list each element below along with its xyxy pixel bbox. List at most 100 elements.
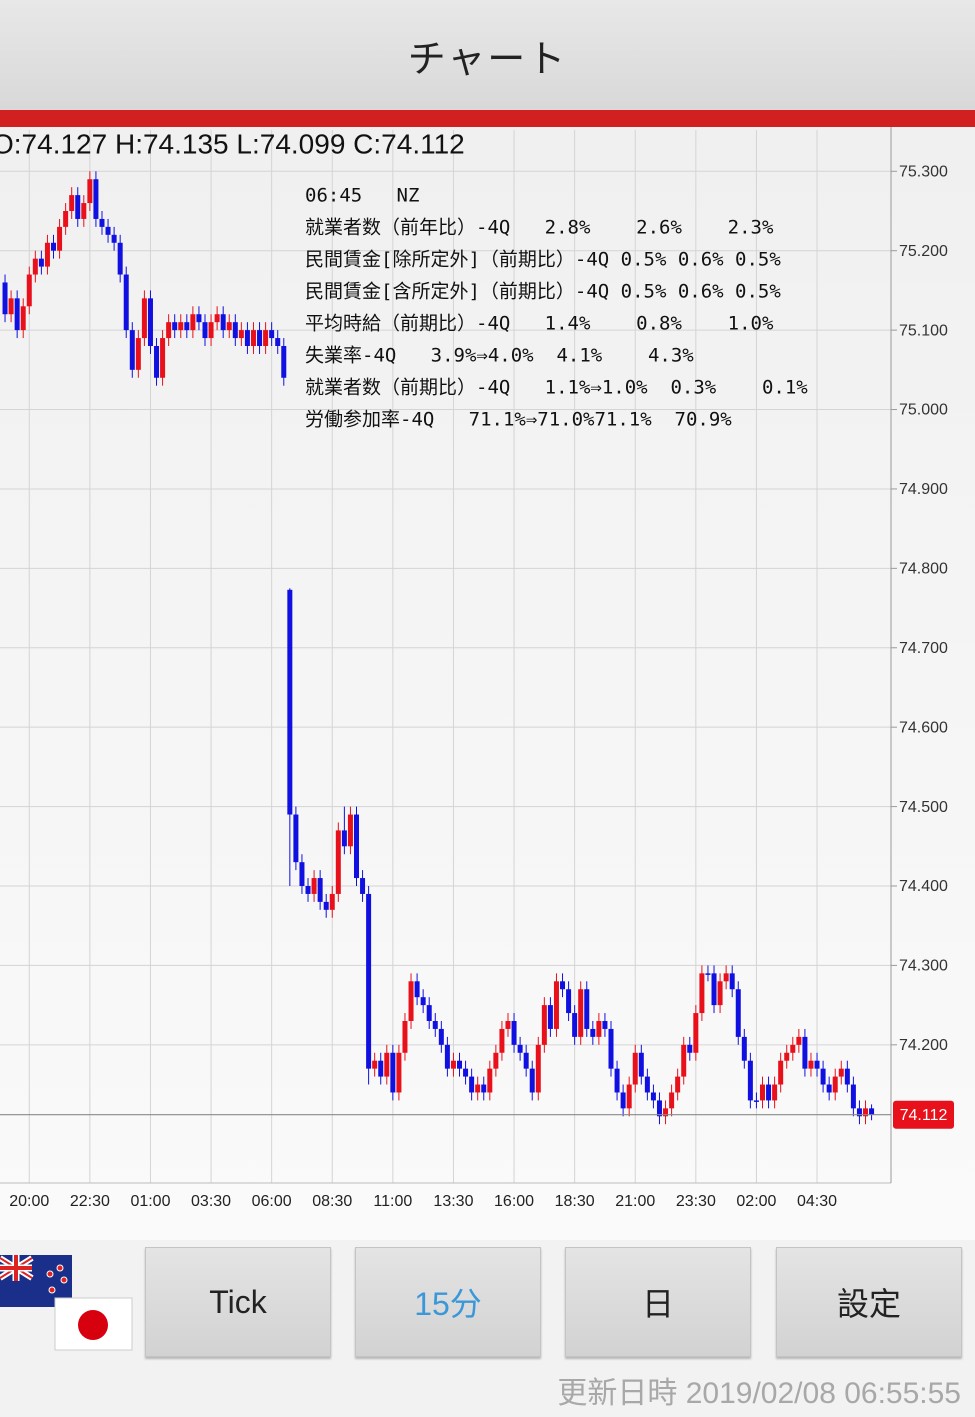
candle-body: [190, 314, 196, 331]
event-annotation: 失業率-4Q 3.9%⇒4.0% 4.1% 4.3%: [305, 345, 694, 367]
candle-body: [814, 1060, 820, 1069]
candle-body: [493, 1052, 499, 1069]
candle-body: [626, 1084, 632, 1109]
candle-body: [2, 282, 8, 315]
candle-body: [172, 322, 178, 331]
candle-body: [444, 1044, 450, 1069]
candle-body: [729, 973, 735, 990]
candle-body: [226, 322, 232, 331]
candle-body: [596, 1021, 602, 1037]
nz-star: [48, 1286, 56, 1294]
candle-body: [402, 1021, 408, 1053]
candle-body: [541, 1005, 547, 1045]
candle-body: [620, 1092, 626, 1109]
candle-body: [20, 306, 26, 331]
candle-body: [305, 886, 311, 894]
candle-body: [257, 330, 263, 346]
candle-body: [784, 1052, 790, 1061]
candle-body: [408, 981, 414, 1021]
candle-body: [602, 1021, 608, 1029]
candle-body: [838, 1068, 844, 1077]
candle-body: [14, 298, 20, 331]
candle-body: [57, 226, 63, 251]
candle-body: [390, 1052, 396, 1093]
candle-body: [184, 322, 190, 331]
candle-body: [826, 1084, 832, 1093]
15min-button[interactable]: 15分: [355, 1247, 541, 1357]
candle-body: [147, 298, 153, 346]
settings-button[interactable]: 設定: [776, 1247, 962, 1357]
candle-body: [396, 1052, 402, 1093]
candle-body: [614, 1068, 620, 1093]
nz-star: [46, 1270, 54, 1278]
candle-body: [578, 989, 584, 1037]
candle-body: [275, 338, 281, 346]
candle-body: [523, 1052, 529, 1069]
x-tick-label: 21:00: [615, 1193, 655, 1210]
candle-body: [32, 258, 38, 275]
x-tick-label: 04:30: [797, 1193, 837, 1210]
tick-button[interactable]: Tick: [145, 1247, 331, 1357]
candle-body: [311, 878, 317, 894]
x-tick-label: 18:30: [555, 1193, 595, 1210]
event-annotation: 民間賃金[除所定外]（前期比）-4Q 0.5% 0.6% 0.5%: [305, 249, 781, 271]
candle-body: [63, 211, 69, 227]
candle-body: [475, 1084, 481, 1093]
y-tick-label: 75.300: [899, 164, 948, 181]
day-button[interactable]: 日: [565, 1247, 751, 1357]
candle-body: [656, 1100, 662, 1117]
event-annotation: 就業者数（前年比）-4Q 2.8% 2.6% 2.3%: [305, 217, 774, 239]
x-tick-label: 08:30: [312, 1193, 352, 1210]
candle-body: [844, 1068, 850, 1085]
event-annotation: 就業者数（前期比）-4Q 1.1%⇒1.0% 0.3% 0.1%: [305, 377, 808, 399]
candle-body: [220, 314, 226, 331]
candle-body: [584, 989, 590, 1029]
candle-body: [420, 997, 426, 1006]
candle-body: [141, 298, 147, 339]
candle-body: [341, 830, 347, 847]
candle-body: [766, 1084, 772, 1101]
candle-body: [287, 589, 293, 815]
candle-body: [135, 338, 141, 370]
event-annotation: 06:45 NZ: [305, 185, 419, 207]
candle-body: [723, 973, 729, 982]
candle-body: [81, 203, 87, 219]
candle-body: [299, 862, 305, 886]
candle-body: [329, 893, 335, 910]
candle-body: [238, 330, 244, 339]
candle-body: [529, 1068, 535, 1093]
candle-body: [450, 1060, 456, 1069]
candle-body: [414, 981, 420, 998]
candle-body: [99, 218, 105, 227]
candle-body: [214, 314, 220, 323]
candle-body: [820, 1068, 826, 1085]
update-time: 更新日時 2019/02/08 06:55:55: [557, 1368, 961, 1412]
y-tick-label: 74.500: [899, 799, 948, 816]
candle-body: [123, 274, 129, 331]
candle-body: [772, 1084, 778, 1101]
candle-body: [353, 814, 359, 879]
candle-body: [111, 234, 117, 243]
candle-body: [208, 322, 214, 339]
candle-body: [560, 981, 566, 990]
candle-body: [535, 1044, 541, 1093]
y-tick-label: 75.200: [899, 243, 948, 260]
y-tick-label: 74.900: [899, 481, 948, 498]
candle-body: [366, 893, 372, 1069]
candle-body: [808, 1060, 814, 1069]
candle-body: [178, 322, 184, 331]
candle-body: [38, 258, 44, 267]
candle-body: [735, 989, 741, 1037]
candle-body: [51, 242, 57, 251]
candle-body: [869, 1108, 875, 1115]
candle-body: [517, 1044, 523, 1053]
candle-body: [44, 242, 50, 267]
candle-body: [93, 179, 99, 219]
candle-body: [481, 1084, 487, 1093]
x-tick-label: 16:00: [494, 1193, 534, 1210]
nz-star: [60, 1276, 68, 1284]
candle-body: [687, 1044, 693, 1053]
update-label: 更新日時: [557, 1377, 678, 1410]
candle-body: [154, 346, 160, 378]
